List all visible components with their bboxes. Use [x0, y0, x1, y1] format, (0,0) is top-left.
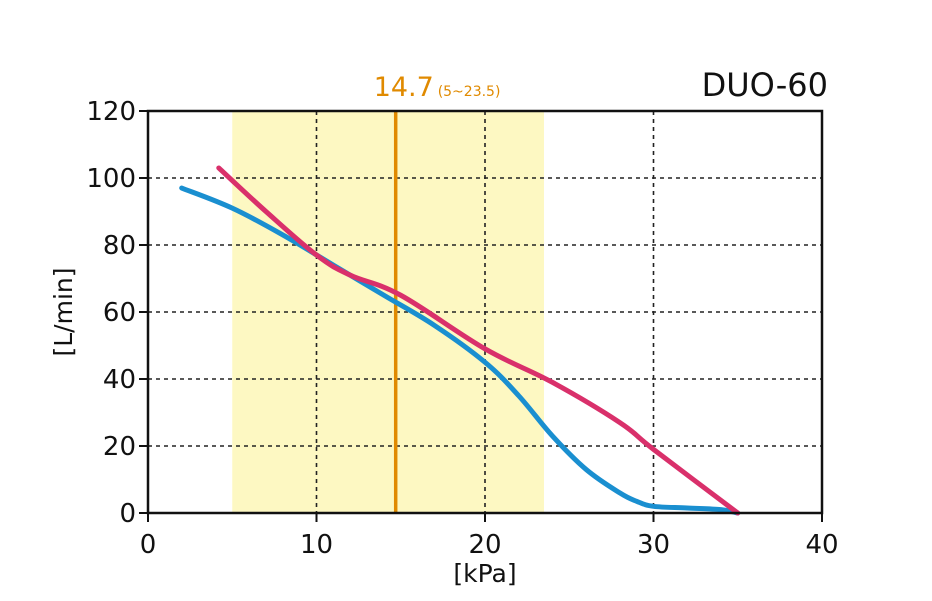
series-lines [179, 165, 741, 516]
y-tick-label: 0 [119, 499, 136, 529]
x-tick-label: 40 [805, 530, 838, 560]
y-tick-label: 80 [103, 231, 136, 261]
y-tick-label: 120 [86, 97, 136, 127]
x-axis-label: [kPa] [453, 559, 516, 588]
y-tick-label: 40 [103, 365, 136, 395]
x-tick-label: 20 [468, 530, 501, 560]
reference-label: 14.7 [374, 72, 434, 103]
y-tick-label: 100 [86, 164, 136, 194]
grid [148, 111, 822, 513]
x-tick-label: 30 [637, 530, 670, 560]
y-ticks: 0 20 40 60 80 100 120 [86, 97, 148, 529]
series-line-magenta [216, 165, 741, 516]
x-tick-label: 10 [300, 530, 333, 560]
x-ticks: 0 10 20 30 40 [140, 513, 839, 560]
x-tick-label: 0 [140, 530, 157, 560]
reference-range: (5~23.5) [438, 84, 501, 100]
y-tick-label: 20 [103, 432, 136, 462]
y-tick-label: 60 [103, 298, 136, 328]
chart-title: DUO-60 [702, 66, 828, 104]
y-axis-label: [L/min] [49, 267, 78, 356]
